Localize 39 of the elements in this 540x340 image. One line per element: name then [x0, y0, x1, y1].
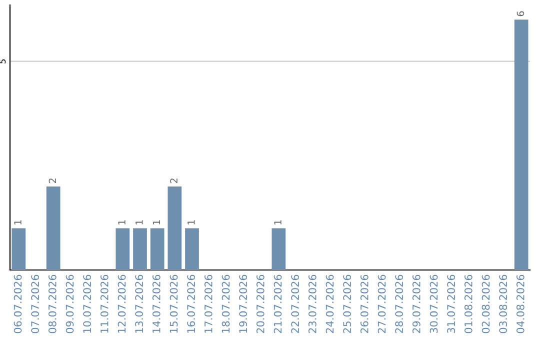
x-tick-label: 22.07.2026	[291, 274, 300, 334]
x-tick-label: 19.07.2026	[239, 274, 248, 333]
x-tick-label: 02.08.2026	[482, 274, 490, 334]
data-label: 1	[14, 220, 22, 224]
x-tick-label: 30.07.2026	[430, 274, 438, 334]
x-tick-label: 17.07.2026	[204, 274, 212, 333]
x-tick-label: 27.07.2026	[378, 274, 386, 334]
x-tick-label: 15.07.2026	[170, 274, 178, 333]
x-tick-label: 10.07.2026	[83, 274, 92, 333]
x-tick-label: 31.07.2026	[447, 274, 456, 334]
x-tick-label: 12.07.2026	[118, 274, 126, 333]
x-tick-label: 20.07.2026	[256, 274, 264, 334]
data-label: 1	[188, 220, 195, 224]
data-label: 1	[118, 220, 126, 224]
x-tick-label: 11.07.2026	[100, 274, 108, 333]
x-tick-label: 03.08.2026	[499, 274, 508, 334]
x-tick-label: 14.07.2026	[152, 274, 160, 333]
data-label: 6	[516, 11, 524, 16]
data-label: 2	[170, 178, 178, 184]
x-tick-label: 06.07.2026	[14, 274, 22, 334]
x-tick-label: 09.07.2026	[66, 274, 74, 334]
x-tick-label: 13.07.2026	[135, 274, 144, 333]
x-tick-label: 24.07.2026	[326, 274, 334, 334]
x-tick-label: 28.07.2026	[395, 274, 404, 334]
data-label: 1	[136, 220, 143, 224]
x-tick-label: 29.07.2026	[412, 274, 420, 334]
x-tick-label: 04.08.2026	[516, 274, 524, 334]
data-label: 1	[152, 220, 160, 224]
x-tick-label: 23.07.2026	[308, 274, 316, 334]
x-tick-label: 26.07.2026	[360, 274, 368, 334]
data-label: 2	[48, 178, 56, 184]
x-tick-label: 07.07.2026	[31, 274, 40, 334]
x-tick-label: 25.07.2026	[343, 274, 352, 334]
x-tick-label: 16.07.2026	[187, 274, 196, 333]
x-tick-label: 01.08.2026	[464, 274, 472, 334]
x-tick-label: 18.07.2026	[222, 274, 230, 333]
data-label: 1	[274, 220, 282, 224]
x-tick-label: 21.07.2026	[274, 274, 282, 334]
x-tick-label: 08.07.2026	[48, 274, 56, 334]
